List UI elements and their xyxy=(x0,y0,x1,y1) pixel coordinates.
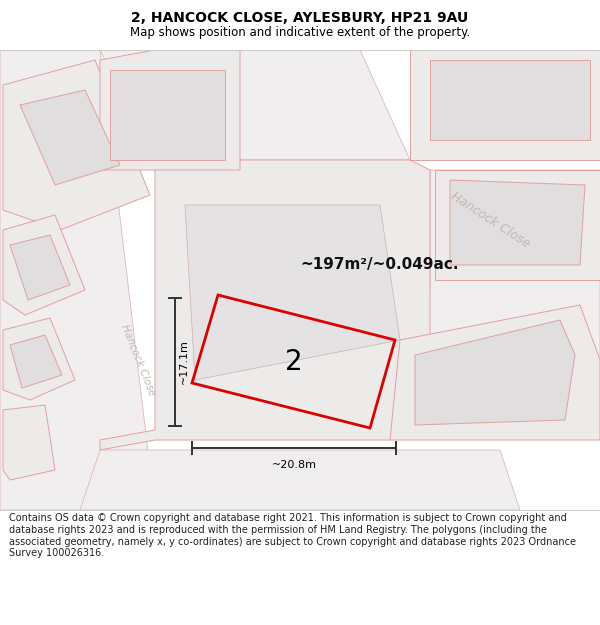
Text: Hancock Close: Hancock Close xyxy=(448,189,532,251)
Polygon shape xyxy=(100,50,410,160)
Text: Hancock Close: Hancock Close xyxy=(119,323,157,397)
Text: ~17.1m: ~17.1m xyxy=(179,339,189,384)
Polygon shape xyxy=(3,318,75,400)
Polygon shape xyxy=(415,320,575,425)
Polygon shape xyxy=(410,50,600,160)
Text: Map shows position and indicative extent of the property.: Map shows position and indicative extent… xyxy=(130,26,470,39)
Polygon shape xyxy=(10,335,62,388)
Text: Contains OS data © Crown copyright and database right 2021. This information is : Contains OS data © Crown copyright and d… xyxy=(9,514,576,558)
Polygon shape xyxy=(3,215,85,315)
Polygon shape xyxy=(3,405,55,480)
Polygon shape xyxy=(0,50,155,510)
Polygon shape xyxy=(430,60,590,140)
Text: ~20.8m: ~20.8m xyxy=(271,460,317,470)
Polygon shape xyxy=(20,90,120,185)
Polygon shape xyxy=(100,50,240,170)
Polygon shape xyxy=(100,160,430,450)
Polygon shape xyxy=(80,450,520,510)
Polygon shape xyxy=(185,205,400,380)
Polygon shape xyxy=(435,170,600,280)
Polygon shape xyxy=(10,235,70,300)
Polygon shape xyxy=(3,60,150,230)
Text: ~197m²/~0.049ac.: ~197m²/~0.049ac. xyxy=(300,258,458,272)
Polygon shape xyxy=(360,170,600,410)
Text: 2, HANCOCK CLOSE, AYLESBURY, HP21 9AU: 2, HANCOCK CLOSE, AYLESBURY, HP21 9AU xyxy=(131,11,469,25)
Text: 2: 2 xyxy=(285,348,302,376)
Polygon shape xyxy=(390,305,600,440)
Polygon shape xyxy=(450,180,585,265)
Polygon shape xyxy=(110,70,225,160)
